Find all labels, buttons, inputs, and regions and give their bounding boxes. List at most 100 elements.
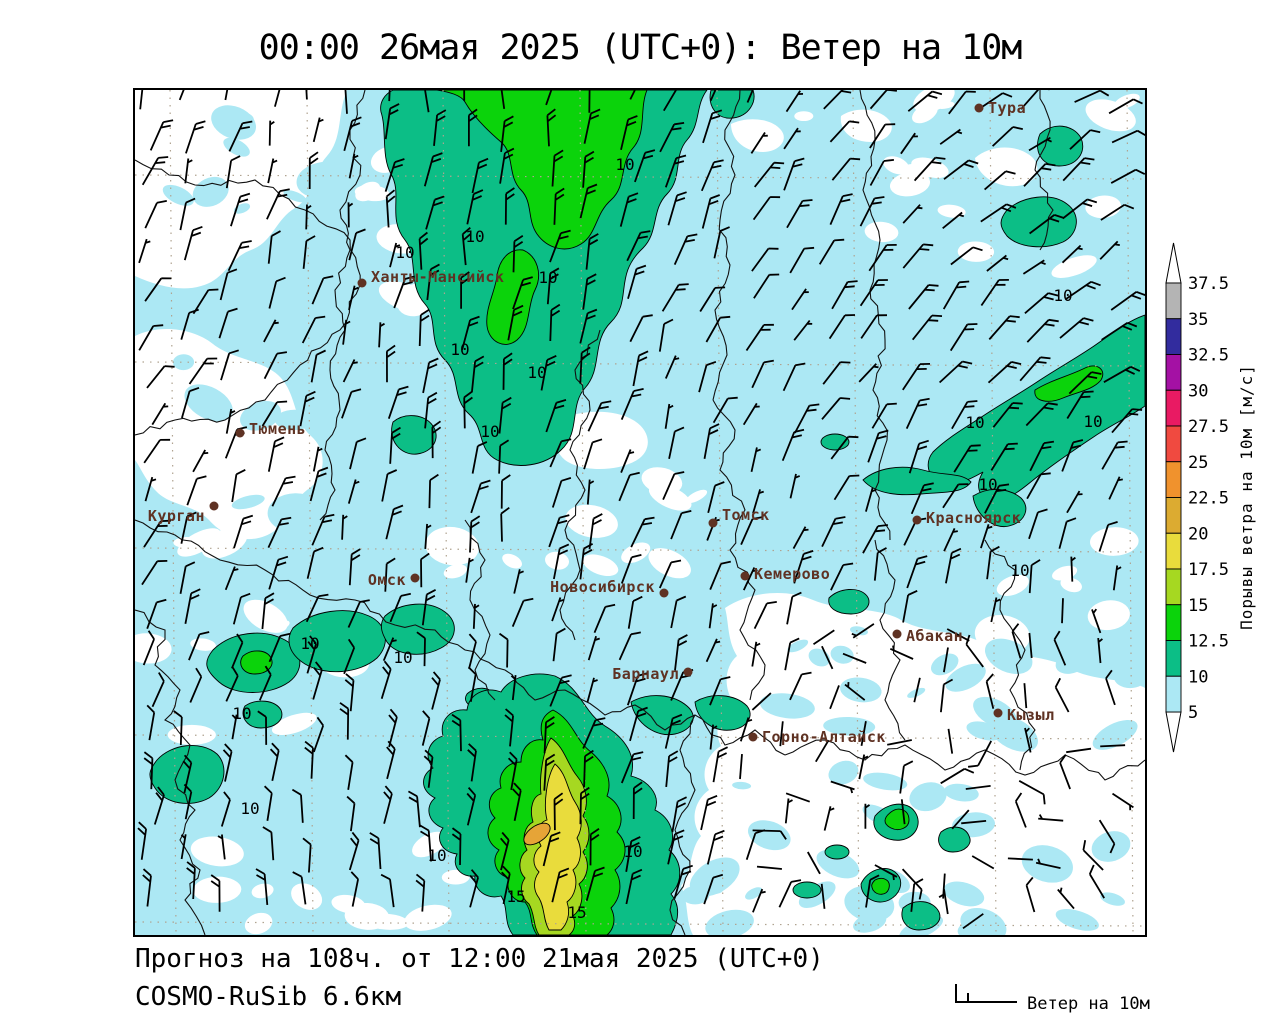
wind-barb [179,561,196,594]
wind-barb [308,151,319,190]
wind-barb [369,832,382,870]
wind-barb [151,402,169,426]
wind-barb [1025,876,1036,913]
wind-barb [620,388,644,420]
wind-barb [887,739,912,746]
wind-barb [865,487,877,512]
wind-barb [658,559,682,589]
wind-barb [431,671,441,710]
legend-color-step [1165,568,1182,606]
wind-barb [943,889,949,915]
gust-color-legend: 37.5 35 32.5 30 27.5 25 22.5 20 17.5 15 12.5 10 5 Пор… [1165,242,1256,753]
wind-barb [348,548,361,586]
wind-barb [309,466,329,502]
wind-barb [350,871,359,907]
city-label: Новосибирск [550,578,655,596]
city-marker: Тура [974,99,1026,117]
admin-border-line [1034,90,1054,251]
wind-barb [378,322,385,348]
wind-barb [418,308,430,347]
texture-spot [745,887,763,900]
wind-barb [985,673,995,709]
legend-tick-label: 37.5 [1188,274,1229,294]
wind-barb [673,233,698,265]
wind-barb [416,631,426,667]
wind-barb [1023,163,1056,187]
wind-barb [344,754,354,790]
wind-barb [1108,98,1143,115]
wind-barb [992,402,1023,428]
wind-barb [860,314,888,339]
wind-barb [858,754,869,780]
wind-barb [1019,356,1051,382]
wind-barb [745,323,774,352]
wind-barb [500,90,506,110]
wind-barb [587,635,600,661]
contour-value-label: 10 [1083,412,1102,431]
wind-barb [740,516,763,545]
wind-barb [387,385,409,419]
wind-barb [588,90,591,113]
contour-value-label: 10 [300,634,319,653]
wind-barb [862,524,888,554]
texture-spot [816,849,860,879]
wind-barb [625,836,641,872]
admin-border-line [135,519,466,651]
wind-barb [1065,280,1101,301]
wind-barb [667,191,687,226]
wind-barb [348,153,359,179]
wind-barb [389,242,401,268]
wind-barb [793,550,814,584]
wind-barb [418,231,429,270]
wind-barb [142,630,155,666]
wind-barb [305,593,329,623]
wind-barb [302,837,312,873]
wind-barb [385,189,396,228]
wind-barb [384,103,400,140]
wind-barb [626,230,651,262]
wind-barb [782,362,806,392]
wind-barb [549,303,561,342]
wind-barb [818,238,845,265]
wind-barb [271,475,296,507]
wind-barb [219,268,238,301]
wind-barb [146,704,156,741]
city-marker: Кемерово [740,565,830,583]
contour-value-label: 15 [567,903,586,922]
contour-value-label: 10 [232,704,251,723]
city-label: Тюмень [249,420,306,438]
wind-barb [785,792,811,803]
wind-barb [586,479,595,505]
city-marker: Горно-Алтайск [748,728,885,746]
wind-barb [1082,840,1104,871]
texture-spot [828,760,859,785]
wind-barb [940,767,975,785]
texture-spot [240,400,281,431]
texture-spot [705,909,754,935]
wind-barb [940,678,954,713]
city-label: Кемерово [754,565,830,583]
wind-barb [471,441,488,474]
wind-barb [951,400,978,430]
wind-barb [341,514,348,540]
city-label: Ханты-Мансийск [371,268,504,286]
wind-barb [967,740,992,768]
wind-barb [671,796,687,833]
texture-spot [1052,565,1078,581]
wind-barb [961,820,987,825]
texture-spot [291,883,323,910]
wind-barb [224,566,239,591]
wind-barb [938,873,946,899]
wind-barb [899,760,914,794]
contour-labels: 10 10 10 10 10 10 10 10 10 10 10 10 10 10 10 10 10 10 15 15 [232,155,1102,922]
wind-barb [185,120,206,154]
city-dot [993,708,1003,718]
wind-barb [582,717,606,749]
wind-barb [739,754,743,780]
wind-barb [553,543,570,580]
wind-barb [189,667,203,703]
wind-barb [873,547,887,581]
wind-barb [664,355,680,379]
wind-barb [263,351,288,380]
wind-barb [292,871,307,905]
